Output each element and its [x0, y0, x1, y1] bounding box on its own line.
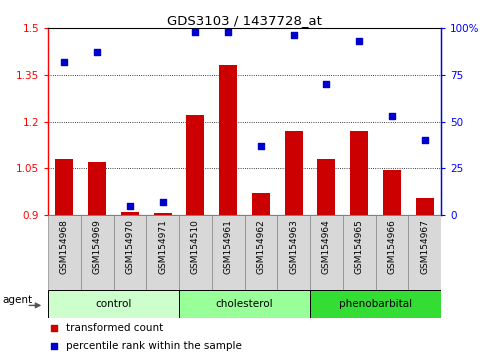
Text: GSM154961: GSM154961 — [224, 219, 233, 274]
Text: GSM154965: GSM154965 — [355, 219, 364, 274]
Point — [93, 50, 101, 55]
Text: GSM154967: GSM154967 — [420, 219, 429, 274]
Bar — [146, 215, 179, 290]
Text: GSM154971: GSM154971 — [158, 219, 167, 274]
Bar — [383, 170, 401, 215]
Point — [290, 33, 298, 38]
Text: GSM154962: GSM154962 — [256, 219, 265, 274]
Point — [159, 199, 167, 205]
Bar — [317, 159, 335, 215]
Bar — [48, 215, 81, 290]
Bar — [408, 215, 441, 290]
Bar — [310, 215, 343, 290]
Text: GSM154970: GSM154970 — [126, 219, 134, 274]
Point — [388, 113, 396, 119]
Bar — [154, 213, 171, 215]
Point — [192, 29, 199, 35]
Bar — [350, 131, 368, 215]
Bar — [88, 162, 106, 215]
Bar — [186, 115, 204, 215]
Point — [126, 203, 134, 209]
Bar — [114, 215, 146, 290]
Bar — [121, 212, 139, 215]
Bar — [81, 215, 114, 290]
Text: GSM154966: GSM154966 — [387, 219, 397, 274]
Bar — [179, 290, 310, 318]
Bar — [310, 290, 441, 318]
Text: GSM154969: GSM154969 — [93, 219, 101, 274]
Bar — [244, 215, 277, 290]
Point — [50, 343, 58, 349]
Title: GDS3103 / 1437728_at: GDS3103 / 1437728_at — [167, 14, 322, 27]
Text: transformed count: transformed count — [66, 323, 163, 333]
Point — [60, 59, 68, 64]
Text: GSM154964: GSM154964 — [322, 219, 331, 274]
Text: percentile rank within the sample: percentile rank within the sample — [66, 341, 242, 351]
Text: GSM154963: GSM154963 — [289, 219, 298, 274]
Bar — [277, 215, 310, 290]
Point — [355, 38, 363, 44]
Text: GSM154510: GSM154510 — [191, 219, 200, 274]
Bar — [56, 159, 73, 215]
Bar — [375, 215, 408, 290]
Text: phenobarbital: phenobarbital — [339, 299, 412, 309]
Bar — [179, 215, 212, 290]
Text: control: control — [95, 299, 132, 309]
Bar — [48, 290, 179, 318]
Point — [224, 29, 232, 35]
Bar — [284, 131, 303, 215]
Text: agent: agent — [2, 295, 32, 305]
Bar — [219, 65, 237, 215]
Point — [323, 81, 330, 87]
Bar — [415, 198, 434, 215]
Text: GSM154968: GSM154968 — [60, 219, 69, 274]
Bar — [343, 215, 375, 290]
Text: cholesterol: cholesterol — [216, 299, 273, 309]
Bar — [212, 215, 244, 290]
Point — [50, 325, 58, 331]
Point — [421, 137, 428, 143]
Point — [257, 143, 265, 149]
Bar — [252, 193, 270, 215]
